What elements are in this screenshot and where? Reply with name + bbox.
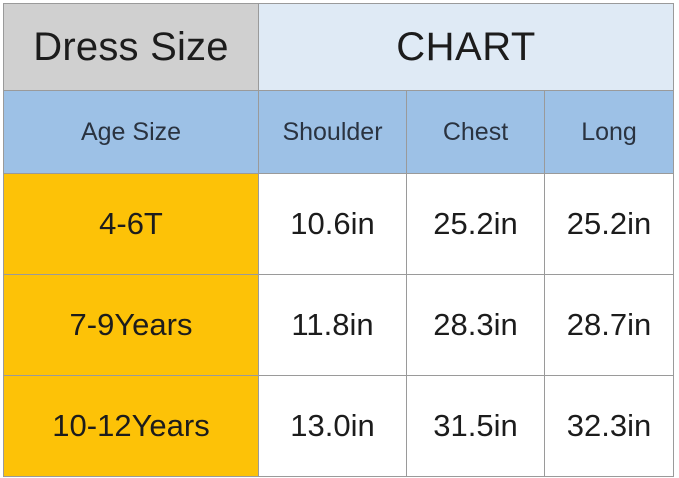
- table-row: 10-12Years 13.0in 31.5in 32.3in: [3, 375, 675, 477]
- table-row: 4-6T 10.6in 25.2in 25.2in: [3, 173, 675, 275]
- shoulder-value: 13.0in: [258, 375, 407, 477]
- age-size-value: 7-9Years: [3, 274, 259, 376]
- shoulder-value: 11.8in: [258, 274, 407, 376]
- long-value: 25.2in: [543, 173, 675, 275]
- long-value: 32.3in: [543, 375, 675, 477]
- age-size-value: 10-12Years: [3, 375, 259, 477]
- chest-value: 31.5in: [406, 375, 545, 477]
- chest-value: 25.2in: [406, 173, 545, 275]
- column-header-shoulder: Shoulder: [258, 90, 407, 174]
- table-row: 7-9Years 11.8in 28.3in 28.7in: [3, 274, 675, 376]
- dress-size-chart-table: Dress Size CHART Age Size Shoulder Chest…: [3, 3, 675, 477]
- chest-value: 28.3in: [406, 274, 545, 376]
- age-size-value: 4-6T: [3, 173, 259, 275]
- column-header-row: Age Size Shoulder Chest Long: [3, 90, 675, 174]
- chart-title-row: Dress Size CHART: [3, 3, 675, 91]
- long-value: 28.7in: [543, 274, 675, 376]
- shoulder-value: 10.6in: [258, 173, 407, 275]
- column-header-age-size: Age Size: [3, 90, 259, 174]
- size-chart-container: Dress Size CHART Age Size Shoulder Chest…: [3, 3, 675, 477]
- column-header-chest: Chest: [406, 90, 545, 174]
- dress-size-title-cell: Dress Size: [3, 3, 259, 91]
- column-header-long: Long: [543, 90, 675, 174]
- chart-title-cell: CHART: [257, 3, 675, 91]
